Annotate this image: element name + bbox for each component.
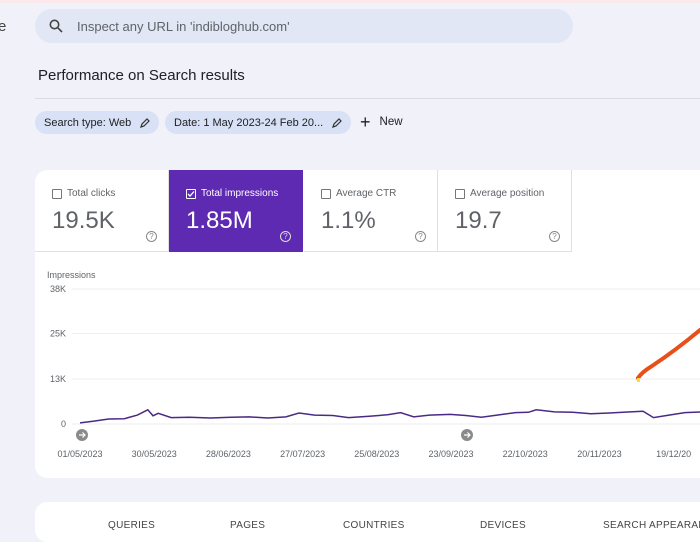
- pencil-icon: [332, 118, 342, 128]
- new-filter-button[interactable]: + New: [360, 113, 403, 131]
- chip-label: Date: 1 May 2023-24 Feb 20...: [174, 117, 323, 129]
- dimension-tabs: QUERIES PAGES COUNTRIES DEVICES SEARCH A…: [35, 502, 700, 542]
- tab-pages[interactable]: PAGES: [230, 520, 265, 531]
- plus-icon: +: [360, 113, 371, 131]
- y-axis-label: Impressions: [47, 270, 96, 280]
- pencil-icon: [140, 118, 150, 128]
- date-filter-chip[interactable]: Date: 1 May 2023-24 Feb 20...: [165, 111, 351, 134]
- sidebar-fragment: e: [0, 18, 6, 35]
- help-icon[interactable]: ?: [549, 231, 560, 242]
- top-border: [0, 0, 700, 3]
- metric-label: Average CTR: [336, 188, 396, 199]
- metric-tile-average-ctr[interactable]: Average CTR 1.1% ?: [304, 170, 438, 252]
- chip-label: Search type: Web: [44, 117, 131, 129]
- metric-tile-total-impressions[interactable]: Total impressions 1.85M ?: [169, 170, 303, 252]
- tab-countries[interactable]: COUNTRIES: [343, 520, 405, 531]
- checkbox[interactable]: [321, 189, 331, 199]
- search-icon: [49, 19, 63, 33]
- performance-card: Total clicks 19.5K ? Total impressions 1…: [35, 170, 700, 478]
- metric-label: Total impressions: [201, 188, 278, 199]
- metric-tile-average-position[interactable]: Average position 19.7 ?: [438, 170, 572, 252]
- metric-value: 19.7: [455, 207, 502, 235]
- checkbox-checked[interactable]: [186, 189, 196, 199]
- checkbox[interactable]: [52, 189, 62, 199]
- tab-search-appearance[interactable]: SEARCH APPEARANCE: [603, 520, 700, 531]
- tab-devices[interactable]: DEVICES: [480, 520, 526, 531]
- search-type-filter-chip[interactable]: Search type: Web: [35, 111, 159, 134]
- metric-label: Total clicks: [67, 188, 115, 199]
- metric-value: 1.85M: [186, 207, 253, 235]
- search-input[interactable]: Inspect any URL in 'indibloghub.com': [77, 19, 290, 34]
- new-label: New: [380, 116, 403, 128]
- metric-label: Average position: [470, 188, 544, 199]
- help-icon[interactable]: ?: [146, 231, 157, 242]
- metric-tile-total-clicks[interactable]: Total clicks 19.5K ?: [35, 170, 169, 252]
- metric-value: 19.5K: [52, 207, 115, 235]
- help-icon[interactable]: ?: [280, 231, 291, 242]
- url-inspect-search[interactable]: Inspect any URL in 'indibloghub.com': [35, 9, 573, 43]
- metric-value: 1.1%: [321, 207, 376, 235]
- help-icon[interactable]: ?: [415, 231, 426, 242]
- tab-queries[interactable]: QUERIES: [108, 520, 155, 531]
- divider: [35, 98, 700, 99]
- checkbox[interactable]: [455, 189, 465, 199]
- page-title: Performance on Search results: [38, 67, 245, 84]
